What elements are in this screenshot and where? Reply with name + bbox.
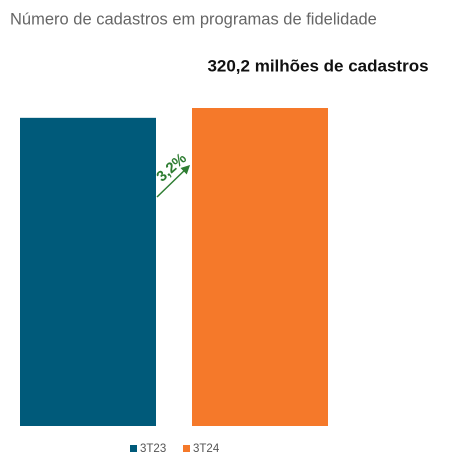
annotation: 3,2% bbox=[153, 150, 190, 186]
bar bbox=[192, 108, 328, 426]
legend-swatch bbox=[130, 445, 137, 452]
bar bbox=[20, 117, 156, 427]
arrow bbox=[156, 164, 191, 198]
legend-swatch bbox=[183, 445, 190, 452]
chart-title: Número de cadastros em programas de fide… bbox=[10, 10, 377, 28]
annotation: 320,2 milhões de cadastros bbox=[207, 56, 428, 75]
legend-label: 3T24 bbox=[193, 443, 220, 455]
legend-label: 3T23 bbox=[140, 443, 166, 455]
